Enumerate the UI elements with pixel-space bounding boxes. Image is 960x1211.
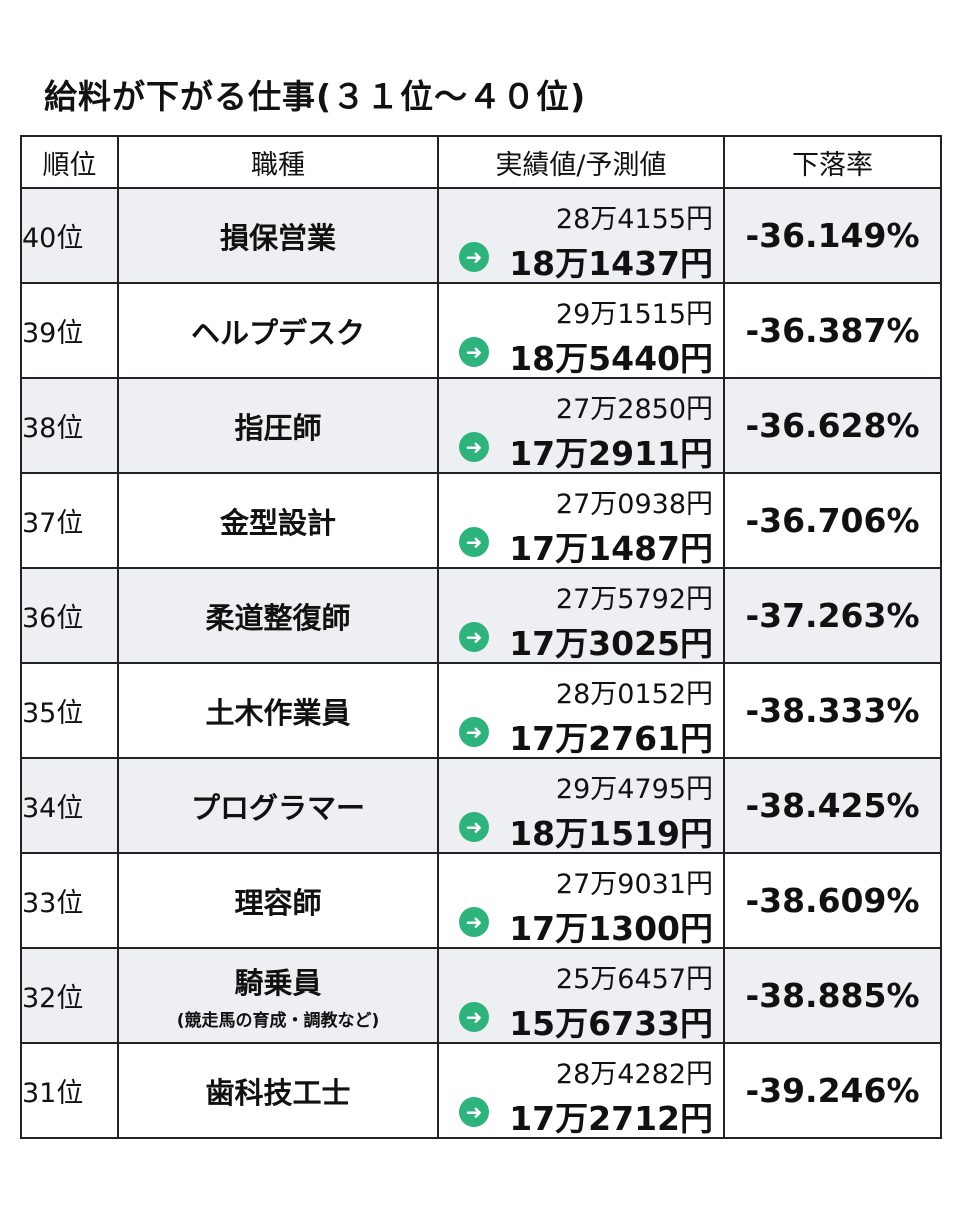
predicted-value: 18万1437円 [509, 244, 713, 283]
table-row: 34位 プログラマー 29万4795円 ➜ 18万1519円 -38.425% [20, 757, 942, 854]
actual-value: 27万0938円 [555, 489, 713, 520]
table-row: 36位 柔道整復師 27万5792円 ➜ 17万3025円 -37.263% [20, 567, 942, 664]
rank-cell: 32位 [20, 947, 119, 1044]
predicted-value: 17万1300円 [509, 909, 713, 948]
value-cell: 28万4155円 ➜ 18万1437円 [437, 187, 725, 284]
table-row: 33位 理容師 27万9031円 ➜ 17万1300円 -38.609% [20, 852, 942, 949]
header-job: 職種 [117, 135, 439, 189]
value-cell: 29万4795円 ➜ 18万1519円 [437, 757, 725, 854]
value-cell: 27万2850円 ➜ 17万2911円 [437, 377, 725, 474]
header-values: 実績値/予測値 [437, 135, 725, 189]
arrow-right-icon: ➜ [459, 527, 489, 557]
value-cell: 27万5792円 ➜ 17万3025円 [437, 567, 725, 664]
decline-rate: -36.149% [723, 187, 942, 284]
arrow-right-icon: ➜ [459, 337, 489, 367]
rank-cell: 40位 [20, 187, 119, 284]
header-rank: 順位 [20, 135, 119, 189]
job-cell: 理容師 [117, 852, 439, 949]
job-cell: 歯科技工士 [117, 1042, 439, 1139]
job-cell: プログラマー [117, 757, 439, 854]
arrow-right-icon: ➜ [459, 432, 489, 462]
job-title: 騎乗員 [234, 966, 322, 1000]
table-row: 38位 指圧師 27万2850円 ➜ 17万2911円 -36.628% [20, 377, 942, 474]
predicted-value: 18万5440円 [509, 339, 713, 378]
job-title: 金型設計 [219, 505, 336, 540]
actual-value: 28万0152円 [555, 679, 713, 710]
value-cell: 28万4282円 ➜ 17万2712円 [437, 1042, 725, 1139]
job-title: 理容師 [234, 885, 322, 920]
rank-cell: 34位 [20, 757, 119, 854]
arrow-right-icon: ➜ [459, 1097, 489, 1127]
predicted-value: 17万2761円 [509, 719, 713, 758]
decline-rate: -38.425% [723, 757, 942, 854]
predicted-value: 17万3025円 [509, 624, 713, 663]
decline-rate: -37.263% [723, 567, 942, 664]
arrow-right-icon: ➜ [459, 1002, 489, 1032]
actual-value: 29万4795円 [555, 774, 713, 805]
rank-cell: 36位 [20, 567, 119, 664]
actual-value: 28万4282円 [555, 1059, 713, 1090]
decline-rate: -39.246% [723, 1042, 942, 1139]
page-title: 給料が下がる仕事(３１位～４０位) [44, 77, 587, 116]
arrow-right-icon: ➜ [459, 622, 489, 652]
arrow-right-icon: ➜ [459, 242, 489, 272]
job-cell: ヘルプデスク [117, 282, 439, 379]
job-note: (競走馬の育成・調教など) [176, 1011, 380, 1031]
value-cell: 25万6457円 ➜ 15万6733円 [437, 947, 725, 1044]
job-title: 土木作業員 [205, 695, 351, 730]
table-row: 37位 金型設計 27万0938円 ➜ 17万1487円 -36.706% [20, 472, 942, 569]
predicted-value: 18万1519円 [509, 814, 713, 853]
actual-value: 27万2850円 [555, 394, 713, 425]
job-title: 柔道整復師 [205, 600, 351, 635]
rank-cell: 35位 [20, 662, 119, 759]
job-cell: 損保営業 [117, 187, 439, 284]
header-row: 順位 職種 実績値/予測値 下落率 [20, 135, 942, 189]
arrow-right-icon: ➜ [459, 717, 489, 747]
job-title: ヘルプデスク [190, 315, 365, 350]
actual-value: 27万9031円 [555, 869, 713, 900]
value-cell: 29万1515円 ➜ 18万5440円 [437, 282, 725, 379]
job-title: 指圧師 [234, 410, 322, 445]
rank-cell: 39位 [20, 282, 119, 379]
actual-value: 27万5792円 [555, 584, 713, 615]
rank-cell: 38位 [20, 377, 119, 474]
job-cell: 金型設計 [117, 472, 439, 569]
rank-cell: 37位 [20, 472, 119, 569]
decline-rate: -38.333% [723, 662, 942, 759]
rank-cell: 33位 [20, 852, 119, 949]
job-cell: 土木作業員 [117, 662, 439, 759]
value-cell: 27万9031円 ➜ 17万1300円 [437, 852, 725, 949]
job-cell: 指圧師 [117, 377, 439, 474]
predicted-value: 15万6733円 [509, 1004, 713, 1043]
actual-value: 25万6457円 [555, 964, 713, 995]
job-cell: 柔道整復師 [117, 567, 439, 664]
table-row: 40位 損保営業 28万4155円 ➜ 18万1437円 -36.149% [20, 187, 942, 284]
ranking-table: 順位 職種 実績値/予測値 下落率 40位 損保営業 28万4155円 ➜ 18万143… [20, 135, 942, 1139]
decline-rate: -38.885% [723, 947, 942, 1044]
decline-rate: -38.609% [723, 852, 942, 949]
predicted-value: 17万2911円 [509, 434, 713, 473]
value-cell: 28万0152円 ➜ 17万2761円 [437, 662, 725, 759]
decline-rate: -36.387% [723, 282, 942, 379]
table-row: 31位 歯科技工士 28万4282円 ➜ 17万2712円 -39.246% [20, 1042, 942, 1139]
value-cell: 27万0938円 ➜ 17万1487円 [437, 472, 725, 569]
arrow-right-icon: ➜ [459, 812, 489, 842]
actual-value: 28万4155円 [555, 204, 713, 235]
job-cell: 騎乗員 (競走馬の育成・調教など) [117, 947, 439, 1044]
arrow-right-icon: ➜ [459, 907, 489, 937]
predicted-value: 17万1487円 [509, 529, 713, 568]
predicted-value: 17万2712円 [509, 1099, 713, 1138]
job-title: プログラマー [190, 790, 365, 825]
table-row: 32位 騎乗員 (競走馬の育成・調教など) 25万6457円 ➜ 15万6733円 -38.… [20, 947, 942, 1044]
decline-rate: -36.628% [723, 377, 942, 474]
job-title: 歯科技工士 [205, 1075, 351, 1110]
table-row: 39位 ヘルプデスク 29万1515円 ➜ 18万5440円 -36.387% [20, 282, 942, 379]
rank-cell: 31位 [20, 1042, 119, 1139]
job-title: 損保営業 [219, 220, 336, 255]
actual-value: 29万1515円 [555, 299, 713, 330]
header-rate: 下落率 [723, 135, 942, 189]
table-row: 35位 土木作業員 28万0152円 ➜ 17万2761円 -38.333% [20, 662, 942, 759]
decline-rate: -36.706% [723, 472, 942, 569]
